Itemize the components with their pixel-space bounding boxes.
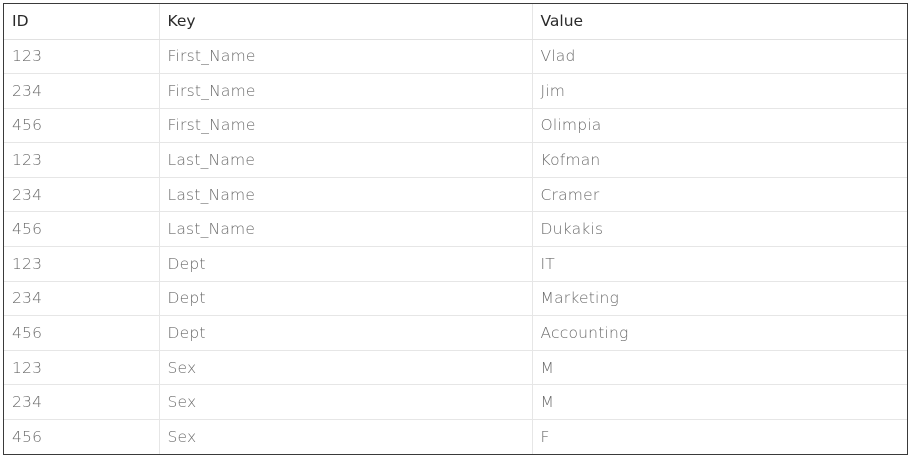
table-row: 456 Sex F bbox=[4, 419, 907, 455]
cell-key: First_Name bbox=[158, 73, 532, 109]
cell-key: Dept bbox=[158, 246, 532, 282]
cell-value: Vlad bbox=[531, 39, 907, 74]
cell-value: Dukakis bbox=[531, 211, 907, 247]
cell-key: Dept bbox=[158, 280, 532, 316]
cell-id: 123 bbox=[4, 349, 159, 385]
cell-id: 456 bbox=[4, 419, 159, 455]
table-row: 456 Last_Name Dukakis bbox=[4, 211, 907, 247]
cell-id: 123 bbox=[4, 142, 159, 178]
cell-id: 123 bbox=[4, 246, 159, 282]
cell-value: Jim bbox=[531, 73, 907, 109]
cell-id: 456 bbox=[4, 211, 159, 247]
table-row: 123 Sex M bbox=[4, 349, 907, 385]
cell-id: 234 bbox=[4, 280, 159, 316]
cell-value: IT bbox=[531, 246, 907, 282]
cell-value: M bbox=[531, 384, 907, 420]
table-row: 123 Dept IT bbox=[4, 246, 907, 282]
cell-key: Last_Name bbox=[158, 142, 532, 178]
table-header: ID Key Value bbox=[4, 4, 907, 40]
table-row: 234 First_Name Jim bbox=[4, 73, 907, 109]
column-header-key: Key bbox=[158, 4, 532, 40]
header-row: ID Key Value bbox=[4, 4, 907, 40]
cell-key: Sex bbox=[158, 384, 532, 420]
cell-value: Marketing bbox=[531, 280, 907, 316]
cell-id: 456 bbox=[4, 315, 159, 351]
cell-value: F bbox=[531, 419, 907, 455]
table-body: 123 First_Name Vlad 234 First_Name Jim 4… bbox=[4, 39, 907, 455]
cell-key: Dept bbox=[158, 315, 532, 351]
cell-key: Sex bbox=[158, 349, 532, 385]
cell-key: Last_Name bbox=[158, 211, 532, 247]
key-value-table: ID Key Value 123 First_Name Vlad 234 Fir… bbox=[4, 4, 907, 455]
cell-id: 234 bbox=[4, 176, 159, 212]
cell-id: 234 bbox=[4, 384, 159, 420]
cell-id: 123 bbox=[12, 47, 43, 66]
cell-key: Sex bbox=[158, 419, 532, 455]
table-row: 234 Dept Marketing bbox=[4, 280, 907, 316]
column-header-value: Value bbox=[531, 4, 907, 40]
cell-value: Cramer bbox=[531, 176, 907, 212]
table-row: 456 First_Name Olimpia bbox=[4, 107, 907, 143]
table-row: 456 Dept Accounting bbox=[4, 315, 907, 351]
table-row: 123 First_Name Vlad bbox=[4, 39, 907, 74]
column-header-id: ID bbox=[4, 4, 159, 40]
cell-key: Last_Name bbox=[158, 176, 532, 212]
cell-id: 456 bbox=[4, 107, 159, 143]
table-row: 234 Last_Name Cramer bbox=[4, 176, 907, 212]
cell-value: Accounting bbox=[531, 315, 907, 351]
cell-value: M bbox=[531, 349, 907, 385]
cell-id: 234 bbox=[4, 73, 159, 109]
cell-value: Olimpia bbox=[531, 107, 907, 143]
cell-key: First_Name bbox=[158, 39, 532, 74]
table-row: 123 Last_Name Kofman bbox=[4, 142, 907, 178]
data-table-container: ID Key Value 123 First_Name Vlad 234 Fir… bbox=[3, 3, 908, 455]
table-row: 234 Sex M bbox=[4, 384, 907, 420]
cell-value: Kofman bbox=[531, 142, 907, 178]
cell-key: First_Name bbox=[158, 107, 532, 143]
